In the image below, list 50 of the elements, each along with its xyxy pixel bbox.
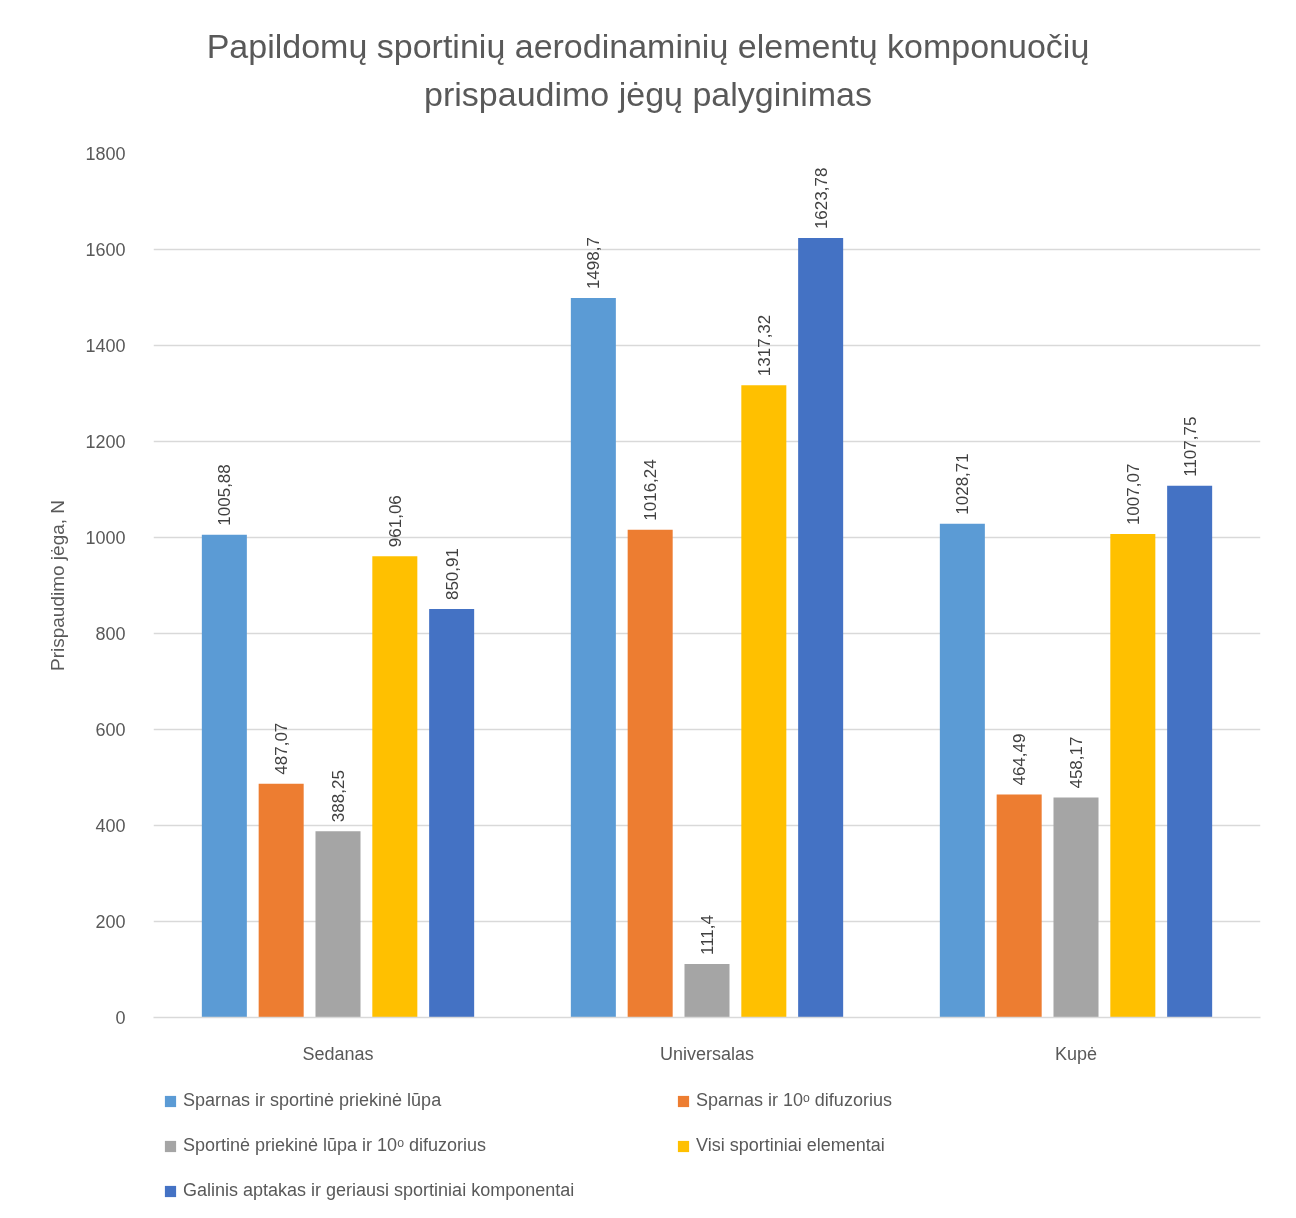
bar	[1053, 797, 1099, 1018]
bar	[315, 831, 361, 1018]
chart-title: Papildomų sportinių aerodinaminių elementų komponuočių prispaudimo jėgų palyginimas	[205, 26, 1091, 115]
data-label: 458,17	[1067, 736, 1086, 789]
bar	[201, 534, 247, 1018]
bar	[627, 529, 673, 1018]
y-axis-title: Prispaudimo jėga, N	[47, 499, 69, 672]
legend-label: Sportinė priekinė lūpa ir 10ᵒ difuzorius	[183, 1134, 487, 1157]
data-label: 1016,24	[641, 459, 661, 521]
data-label: 388,25	[329, 770, 348, 823]
bar	[1110, 534, 1156, 1018]
y-tick-label: 0	[115, 1008, 126, 1028]
bar	[1167, 485, 1213, 1018]
bar	[939, 523, 985, 1018]
data-label: 1005,88	[215, 464, 235, 526]
data-label: 487,07	[272, 722, 292, 775]
y-tick-label: 200	[95, 912, 126, 932]
x-tick-label: Sedanas	[302, 1043, 374, 1064]
data-label: 961,06	[385, 495, 405, 548]
x-tick-label: Kupė	[1054, 1043, 1098, 1064]
y-tick-label: 1800	[85, 144, 126, 164]
data-label: 1317,32	[754, 314, 774, 377]
y-tick-label: 1400	[85, 336, 126, 356]
legend-label: Sparnas ir sportinė priekinė lūpa	[183, 1089, 443, 1112]
bar	[570, 298, 616, 1018]
bar	[798, 238, 844, 1018]
y-tick-label: 1000	[85, 528, 126, 548]
legend-label: Sparnas ir 10ᵒ difuzorius	[696, 1089, 893, 1112]
bar	[741, 385, 787, 1018]
legend-label: Visi sportiniai elementai	[696, 1134, 886, 1157]
data-label: 850,91	[442, 548, 462, 601]
data-label: 1007,07	[1123, 463, 1143, 526]
legend-label: Galinis aptakas ir geriausi sportiniai komponentai	[183, 1179, 576, 1202]
data-label: 464,49	[1010, 733, 1030, 786]
y-tick-label: 800	[95, 624, 126, 644]
y-tick-label: 400	[95, 816, 126, 836]
y-tick-label: 1200	[85, 432, 126, 452]
data-label: 1028,71	[953, 453, 973, 515]
bar	[372, 556, 418, 1018]
bar	[258, 783, 304, 1018]
x-tick-label: Universalas	[659, 1043, 755, 1064]
data-label: 1107,75	[1180, 416, 1200, 477]
bar	[996, 794, 1042, 1018]
bar	[684, 964, 730, 1018]
data-label: 1498,7	[584, 237, 604, 290]
data-label: 111,4	[698, 915, 717, 956]
y-tick-label: 1600	[85, 240, 126, 260]
y-tick-label: 600	[95, 720, 126, 740]
bar	[429, 609, 475, 1018]
data-label: 1623,78	[811, 167, 831, 230]
